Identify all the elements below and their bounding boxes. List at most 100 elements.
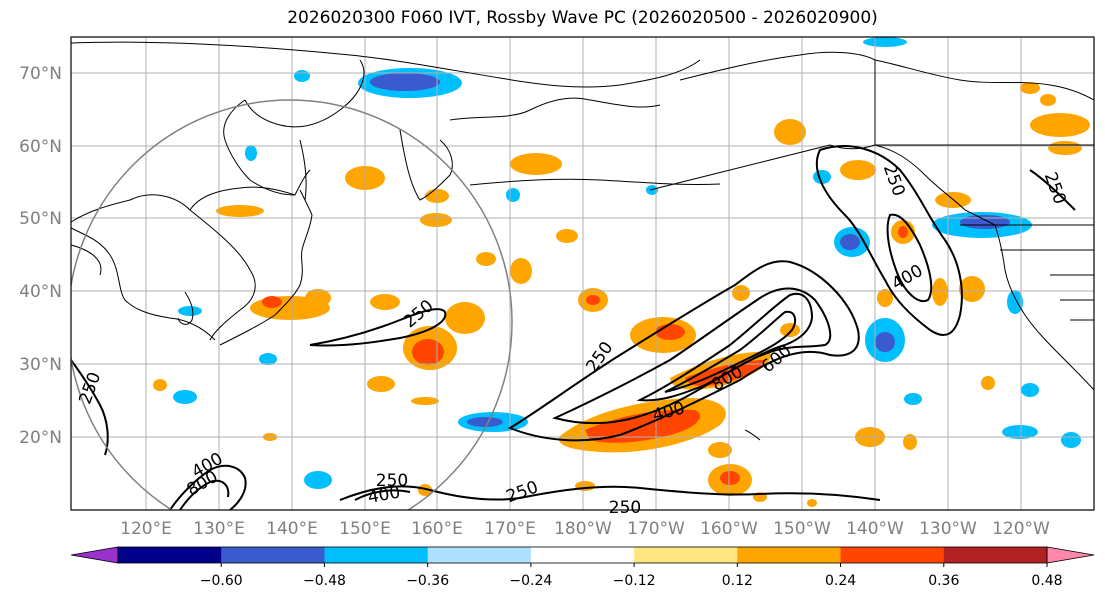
chart-title: 2026020300 F060 IVT, Rossby Wave PC (202…	[287, 8, 878, 28]
blue-patch	[245, 145, 257, 161]
lon-label: 120°W	[992, 519, 1050, 539]
orange-patch	[1040, 94, 1056, 106]
orange-patch	[370, 294, 400, 310]
contour-250-west	[70, 359, 109, 456]
lon-labels: 120°E 130°E 140°E 150°E 160°E 170°E 180°…	[120, 519, 1050, 539]
contour-label: 250	[376, 471, 408, 491]
siberia-coast	[449, 97, 661, 121]
orange-patch	[412, 339, 444, 365]
coastlines	[70, 41, 1095, 441]
colorbar-extend-low	[70, 546, 119, 564]
lat-label: 40°N	[19, 282, 62, 302]
orange-patch	[411, 397, 439, 405]
orange-patch	[262, 296, 282, 308]
lon-label: 170°E	[484, 519, 536, 539]
orange-patch	[510, 153, 562, 175]
orange-patch	[556, 229, 578, 243]
blue-patch	[863, 37, 907, 47]
kamchatka	[399, 129, 453, 201]
colorbar-tick-label: −0.60	[200, 573, 243, 589]
orange-patch	[720, 471, 740, 485]
orange-patch	[420, 213, 452, 227]
orange-patch	[655, 324, 685, 340]
contour-400-south	[169, 464, 247, 511]
orange-patch	[445, 302, 485, 334]
orange-patch	[1048, 141, 1082, 155]
contour-400-south2	[354, 489, 411, 501]
lat-label: 60°N	[19, 137, 62, 157]
lon-label: 140°W	[846, 519, 904, 539]
blue-patch	[506, 188, 520, 202]
ivt-contours	[70, 145, 1076, 511]
lat-label: 20°N	[19, 428, 62, 448]
colorbar-segment	[530, 547, 635, 563]
blue-patch	[1002, 425, 1038, 439]
blue-patch	[904, 393, 922, 405]
japan	[294, 169, 313, 216]
orange-patch	[903, 434, 917, 450]
siberia-coast	[70, 41, 701, 88]
lon-label: 120°E	[120, 519, 172, 539]
orange-patch	[305, 289, 331, 307]
blue-patch	[1021, 383, 1039, 397]
influence-circle	[71, 99, 513, 510]
blue-patch	[370, 73, 440, 91]
orange-patch	[877, 289, 893, 307]
colorbar-segment	[427, 547, 532, 563]
colorbar-tick-label: 0.36	[928, 573, 959, 589]
map-frame	[70, 36, 1095, 511]
blue-patch	[259, 353, 277, 365]
lat-labels: 70°N 60°N 50°N 40°N 30°N 20°N	[19, 64, 62, 448]
contour-800	[664, 310, 797, 393]
asia-coast	[70, 186, 296, 341]
contour-250	[507, 260, 860, 442]
contour-600	[636, 292, 814, 402]
siberia-coast	[223, 99, 296, 196]
colorbar-ticks: −0.60 −0.48 −0.36 −0.24 −0.12 0.12 0.24 0.36 0.4…	[200, 563, 1063, 589]
blue-patch	[1061, 432, 1081, 448]
alaska-coast	[649, 144, 831, 191]
contour-250-north	[815, 145, 963, 336]
sakhalin	[299, 139, 307, 201]
orange-patch	[780, 323, 800, 337]
orange-patch	[840, 160, 876, 180]
orange-patch	[959, 276, 985, 302]
orange-patch	[418, 484, 432, 496]
orange-patch	[1020, 82, 1040, 94]
blue-patch	[173, 390, 197, 404]
contour-600-south	[179, 479, 230, 511]
orange-patch	[586, 295, 600, 305]
blue-patch	[1007, 290, 1023, 314]
colorbar-tick-label: −0.24	[509, 573, 552, 589]
blue-patch	[467, 417, 503, 427]
lat-label: 30°N	[19, 355, 62, 375]
blue-patch	[960, 215, 1010, 229]
colorbar-segment	[634, 547, 738, 563]
siberia-coast	[244, 59, 365, 128]
blue-patch	[178, 306, 202, 316]
lon-label: 150°E	[339, 519, 391, 539]
orange-patch	[153, 379, 167, 391]
colorbar-frame	[117, 546, 1048, 564]
lon-label: 180°W	[554, 519, 612, 539]
colorbar-tick-label: −0.12	[613, 573, 656, 589]
contour-250-coast	[1029, 169, 1076, 211]
alaska-coast	[679, 51, 876, 150]
orange-patch	[732, 285, 750, 301]
lat-label: 50°N	[19, 209, 62, 229]
korea	[177, 291, 194, 325]
colorbar: −0.60 −0.48 −0.36 −0.24 −0.12 0.12 0.24 0.36 0.4…	[70, 546, 1095, 589]
colorbar-segments	[70, 546, 1095, 564]
orange-patch	[774, 119, 806, 145]
asia-coast	[70, 244, 102, 276]
orange-patch	[981, 376, 995, 390]
orange-patch	[367, 376, 395, 392]
colorbar-tick-label: 0.12	[722, 573, 753, 589]
orange-patch	[216, 205, 264, 217]
orange-patch	[1030, 113, 1090, 137]
colorbar-segment	[221, 547, 325, 563]
lon-label: 130°E	[193, 519, 245, 539]
japan	[219, 214, 313, 346]
orange-patch	[476, 252, 496, 266]
contour-400-north	[886, 213, 933, 303]
